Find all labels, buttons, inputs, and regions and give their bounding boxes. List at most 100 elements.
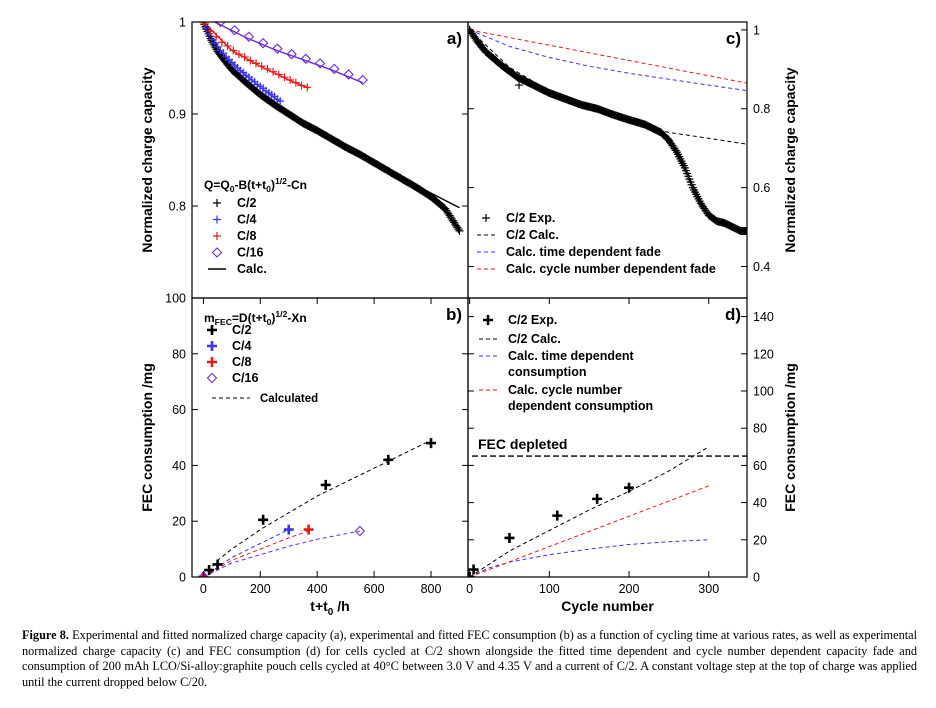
caption-label: Figure 8. (22, 628, 69, 642)
x-axis-label: Cycle number (561, 598, 654, 614)
legend-swatch (207, 357, 217, 367)
fit-line (469, 446, 709, 577)
y-tick-label: 0 (753, 571, 760, 585)
x-axis-label: t+t0 /h (310, 598, 349, 618)
series-c-2 (199, 22, 464, 235)
legend-label: Calc. time dependent (508, 349, 635, 363)
data-point (280, 73, 289, 82)
data-point (303, 83, 312, 92)
y-tick-label: 0.4 (753, 260, 770, 274)
data-point (234, 50, 243, 59)
data-point (199, 22, 208, 26)
data-point (291, 78, 300, 87)
y-axis-label: Normalized charge capacity (782, 67, 798, 252)
data-point (297, 81, 306, 90)
fit-line (203, 439, 432, 577)
legend-swatch (211, 247, 223, 258)
fit-line (469, 29, 747, 145)
y-tick-label: 1 (753, 23, 760, 37)
legend-label: C/2 (232, 323, 252, 337)
y-tick-label: 0.8 (753, 102, 770, 116)
data-point (454, 225, 463, 234)
data-point (269, 67, 278, 76)
data-point (200, 22, 209, 28)
fit-line (214, 22, 363, 84)
series-c-2 (198, 438, 437, 577)
equation-part: -B(t+t (234, 178, 266, 192)
y-tick-label: 20 (753, 533, 767, 547)
data-point (552, 510, 563, 521)
equation-part: 1/2 (275, 309, 287, 319)
data-point (212, 32, 221, 41)
equation-part: -Xn (287, 311, 306, 325)
legend-label: C/2 Calc. (506, 228, 559, 242)
legend-label: C/8 (237, 229, 257, 243)
series-c-8 (198, 524, 314, 577)
y-tick-label: 0.6 (753, 181, 770, 195)
data-point (624, 482, 635, 493)
data-point (515, 81, 524, 90)
equation-part: Q=Q (204, 178, 230, 192)
data-point (209, 40, 218, 49)
equation-part: -Cn (287, 178, 307, 192)
legend-swatch (213, 232, 221, 240)
fec-depleted-label: FEC depleted (478, 436, 567, 452)
x-tick-label: 800 (421, 582, 442, 596)
x-axis-label-part: /h (333, 598, 349, 614)
y-tick-label: 100 (165, 292, 186, 306)
fit-line (203, 530, 360, 577)
series-c-4 (198, 524, 294, 577)
data-point (455, 226, 464, 235)
data-point (229, 46, 238, 55)
fit-line (469, 485, 709, 577)
figure: 0.8 0.9 1 a) Normalized charge capacity 0 20 40… (139, 16, 798, 619)
plot-area (199, 22, 464, 235)
data-point (206, 34, 215, 43)
legend-label: Calculated (260, 393, 318, 405)
legend-b: mFEC=D(t+t0)1/2-XnC/2 C/4 C/8 C/16Calculate… (204, 309, 318, 405)
equation-part: 0 (230, 184, 235, 194)
y-axis-label: FEC consumption /mg (139, 363, 155, 512)
legend-swatch (482, 214, 490, 222)
legend-swatch (213, 215, 221, 224)
legend-label: consumption (508, 365, 586, 379)
legend-label: C/8 (232, 355, 252, 369)
x-tick-label: 0 (466, 582, 473, 596)
equation-part: FEC (215, 317, 232, 327)
data-point (204, 565, 215, 576)
data-point (243, 31, 255, 42)
equation-part: =D(t+t (232, 311, 267, 325)
panel-b: 0 20 40 60 80 100 0 200 400 600 800 b) FEC consumpti… (139, 292, 469, 618)
equation-b: mFEC=D(t+t0)1/2-Xn (204, 309, 307, 327)
legend-label: Calc. cycle number dependent fade (506, 262, 716, 276)
data-point (252, 59, 261, 68)
y-tick-label: 80 (172, 347, 186, 361)
y-tick-label: 20 (172, 515, 186, 529)
y-axis-label: Normalized charge capacity (139, 67, 155, 252)
data-point (328, 63, 340, 75)
legend-swatch (483, 315, 493, 325)
data-point (283, 524, 294, 535)
x-tick-label: 200 (619, 582, 640, 596)
y-tick-label: 0 (179, 571, 186, 585)
panel-label: c) (726, 29, 741, 48)
legend-label: C/4 (232, 339, 252, 353)
series-c-16 (198, 525, 366, 577)
data-point (257, 37, 269, 49)
plot-frame (467, 297, 748, 578)
legend-swatch (207, 325, 217, 335)
x-tick-label: 600 (364, 582, 385, 596)
data-point (223, 41, 232, 50)
equation-part: 0 (266, 184, 271, 194)
x-tick-label: 0 (200, 582, 207, 596)
legend-swatch (213, 199, 221, 207)
legend-label: C/16 (232, 371, 258, 385)
fit-line (469, 539, 709, 577)
data-point (202, 24, 211, 33)
x-axis-label-part: t+t (310, 598, 328, 614)
plot-area (198, 438, 437, 577)
fit-line (469, 29, 747, 92)
y-tick-label: 60 (753, 459, 767, 473)
data-point (240, 52, 249, 61)
